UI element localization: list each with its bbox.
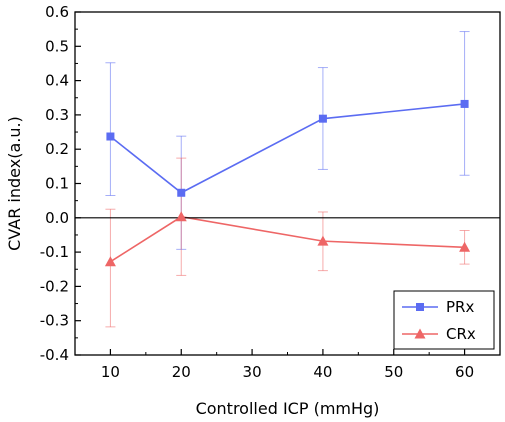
crx-point [175, 211, 187, 222]
legend: PRx CRx [393, 290, 495, 350]
error-bars [105, 31, 470, 328]
x-tick-label: 40 [313, 363, 332, 381]
y-tick-labels: -0.4 -0.3 -0.2 -0.1 0.0 0.1 0.2 0.3 0.4 0.5 0.6 [40, 3, 69, 364]
y-tick-label: -0.4 [40, 346, 69, 364]
x-tick-label: 10 [101, 363, 120, 381]
crx-line [109, 215, 465, 263]
y-tick-label: -0.3 [40, 312, 69, 330]
series-lines [109, 103, 465, 263]
x-tick-label: 30 [243, 363, 262, 381]
y-tick-label: 0.4 [45, 72, 69, 90]
prx-line [109, 103, 465, 194]
crx-point [317, 235, 329, 246]
prx-point [460, 99, 469, 108]
crx-point [459, 241, 471, 252]
legend-box [393, 290, 495, 350]
series-markers [104, 99, 471, 267]
x-tick-labels: 10 20 30 40 50 60 [101, 363, 474, 381]
y-tick-label: 0.3 [45, 106, 69, 124]
prx-point [106, 132, 115, 141]
prx-point [318, 114, 327, 123]
crx-point [104, 256, 116, 267]
y-tick-label: 0.0 [45, 209, 69, 227]
x-tick-label: 50 [384, 363, 403, 381]
y-tick-label: -0.2 [40, 277, 69, 295]
y-axis-label: CVAR index(a.u.) [5, 116, 24, 251]
legend-items: PRx CRx [402, 298, 476, 343]
legend-prx-label: PRx [446, 298, 474, 316]
axis-ticks [75, 11, 466, 356]
prx-point [177, 188, 186, 197]
legend-prx-marker [416, 303, 424, 311]
y-tick-label: 0.1 [45, 175, 69, 193]
y-tick-label: -0.1 [40, 243, 69, 261]
x-axis-label: Controlled ICP (mmHg) [196, 399, 380, 418]
x-tick-label: 20 [172, 363, 191, 381]
y-tick-label: 0.2 [45, 140, 69, 158]
y-tick-label: 0.6 [45, 3, 69, 21]
y-tick-label: 0.5 [45, 37, 69, 55]
legend-crx-label: CRx [446, 325, 476, 343]
x-tick-label: 60 [455, 363, 474, 381]
legend-crx-marker [414, 328, 426, 339]
